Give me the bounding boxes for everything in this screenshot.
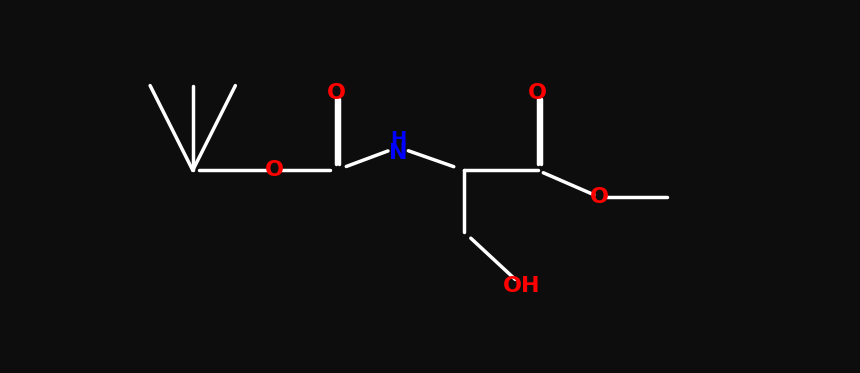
- Text: H: H: [390, 130, 406, 149]
- Text: N: N: [389, 143, 408, 163]
- Text: O: O: [590, 187, 609, 207]
- Text: O: O: [528, 83, 547, 103]
- Text: O: O: [327, 83, 346, 103]
- Text: O: O: [265, 160, 284, 180]
- Text: OH: OH: [503, 276, 541, 296]
